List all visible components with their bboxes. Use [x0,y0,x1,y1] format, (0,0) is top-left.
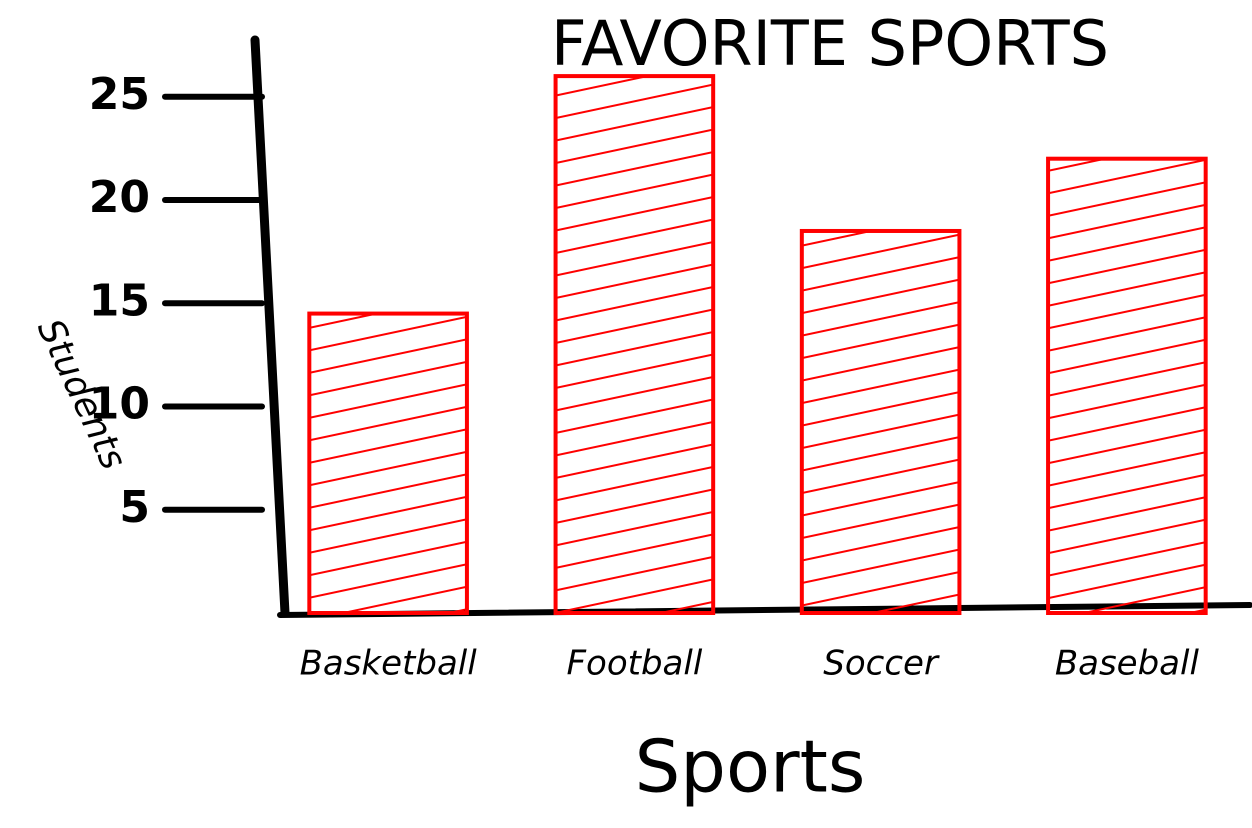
y-axis [250,35,290,618]
x-tick-label: Baseball [1055,644,1200,684]
x-tick-label: Basketball [300,644,478,684]
y-tick-label: 20 [89,172,150,223]
y-tick-label: 5 [119,482,150,533]
x-tick-label: Soccer [823,644,940,684]
x-axis-label: Sports [635,725,866,809]
x-tick-label: Football [566,644,702,684]
bar [307,311,469,615]
y-tick-label: 15 [89,275,150,326]
bar [799,228,962,615]
bar [553,74,716,616]
bar [1046,156,1208,615]
y-tick-label: 25 [89,69,150,120]
chart-title: FAVORITE SPORTS [551,7,1109,80]
y-tick-label: 10 [89,379,150,430]
